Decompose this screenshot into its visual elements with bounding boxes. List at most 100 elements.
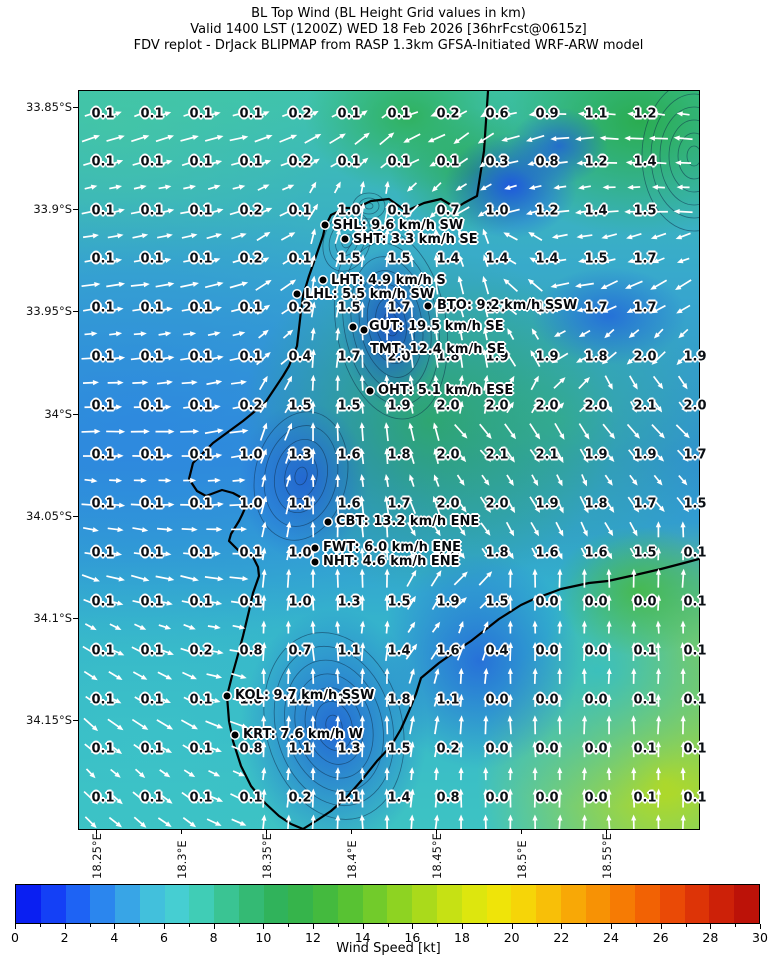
colorbar-tick-label: 22 (553, 930, 570, 945)
grid-value: 1.7 (633, 300, 657, 316)
grid-value: 1.9 (683, 349, 707, 365)
wind-arrow (507, 328, 515, 340)
station-dot (324, 518, 332, 526)
wind-arrow (433, 301, 439, 318)
wind-arrow (551, 160, 568, 166)
station-label-bto: BTO: 9.2 km/h SSW (437, 298, 578, 313)
wind-arrow (673, 208, 693, 215)
coastline-false-bay (301, 557, 699, 829)
wind-arrow (82, 380, 99, 386)
colorbar-segment (734, 885, 759, 923)
wind-arrow (180, 719, 198, 730)
wind-arrow (458, 327, 464, 341)
grid-value: 0.4 (485, 643, 509, 659)
wind-arrow (285, 594, 292, 611)
wind-arrow (133, 184, 147, 190)
grid-value: 2.0 (485, 398, 509, 414)
wind-arrow (505, 350, 517, 367)
colorbar-tick-label: 14 (354, 930, 371, 945)
grid-value: 2.1 (535, 447, 559, 463)
wind-arrow (84, 331, 98, 337)
colorbar-tick (710, 924, 712, 929)
wind-arrow (453, 132, 470, 145)
wind-arrow (132, 791, 148, 805)
wind-arrow (285, 474, 291, 487)
wind-arrow (384, 521, 390, 538)
wind-arrow (578, 376, 590, 390)
wind-arrow (261, 715, 267, 735)
y-axis-label: 33.9°S (33, 202, 72, 216)
wind-arrow (183, 769, 196, 778)
wind-arrow (310, 767, 316, 781)
wind-arrow (183, 257, 197, 264)
wind-arrow (379, 132, 395, 146)
wind-arrow (259, 401, 268, 414)
wind-arrow (655, 547, 662, 561)
wind-arrow (653, 401, 663, 413)
wind-arrow (678, 328, 689, 339)
wind-arrow (359, 814, 365, 829)
wind-arrow (576, 160, 593, 166)
wind-arrow (359, 788, 365, 808)
wind-arrow (335, 620, 341, 634)
grid-value: 0.1 (189, 447, 213, 463)
wind-arrow (310, 521, 316, 538)
wind-arrow (335, 767, 341, 781)
wind-arrow (457, 348, 464, 368)
grid-value: 1.6 (436, 643, 460, 659)
wind-arrow (383, 495, 390, 515)
wind-arrow (507, 693, 513, 707)
wind-arrow (280, 279, 297, 292)
wind-arrow (655, 521, 662, 538)
wind-arrow (527, 159, 544, 166)
colorbar-tick (188, 924, 190, 927)
colorbar-segment (40, 885, 66, 923)
wind-arrow (207, 551, 221, 557)
wind-arrow (133, 551, 147, 557)
wind-arrow (257, 111, 270, 118)
grid-value: 1.5 (387, 251, 411, 267)
wind-arrow (554, 422, 565, 440)
wind-arrow (204, 648, 224, 655)
grid-value: 1.0 (239, 447, 263, 463)
wind-arrow (156, 379, 173, 386)
wind-arrow (504, 423, 516, 440)
wind-arrow (182, 816, 197, 828)
wind-arrow (601, 160, 618, 166)
station-dot (424, 302, 432, 310)
coastline-west (187, 91, 490, 829)
grid-value: 0.1 (337, 106, 361, 122)
wind-arrow (626, 232, 642, 240)
grid-value: 0.0 (535, 692, 559, 708)
wind-arrow (158, 111, 172, 117)
wind-arrow (458, 715, 464, 735)
grid-value: 0.1 (633, 643, 657, 659)
wind-arrow (680, 620, 686, 634)
wind-arrow (504, 111, 517, 117)
wind-arrow (384, 202, 391, 222)
wind-arrow (575, 282, 594, 289)
grid-value: 0.1 (91, 594, 115, 610)
wind-arrow (335, 275, 341, 295)
wind-arrow (409, 715, 415, 735)
grid-value: 1.4 (387, 643, 411, 659)
grid-value: 1.5 (633, 545, 657, 561)
wind-arrow (600, 280, 618, 290)
wind-arrow (409, 814, 415, 829)
grid-value: 0.1 (140, 594, 164, 610)
wind-arrow (434, 715, 440, 735)
wind-speed-shading (79, 91, 699, 829)
wind-arrow (482, 301, 489, 318)
wind-arrow (384, 301, 390, 318)
wind-arrow (604, 474, 613, 486)
grid-value: 1.9 (485, 349, 509, 365)
wind-arrow (132, 527, 149, 533)
colorbar-tick (611, 924, 612, 929)
wind-arrow (335, 400, 341, 414)
colorbar-segment (288, 885, 314, 923)
x-axis-tick (181, 829, 182, 834)
wind-arrow (677, 375, 688, 390)
wind-arrow (479, 496, 491, 513)
wind-arrow (133, 257, 147, 264)
wind-arrow (131, 718, 149, 730)
